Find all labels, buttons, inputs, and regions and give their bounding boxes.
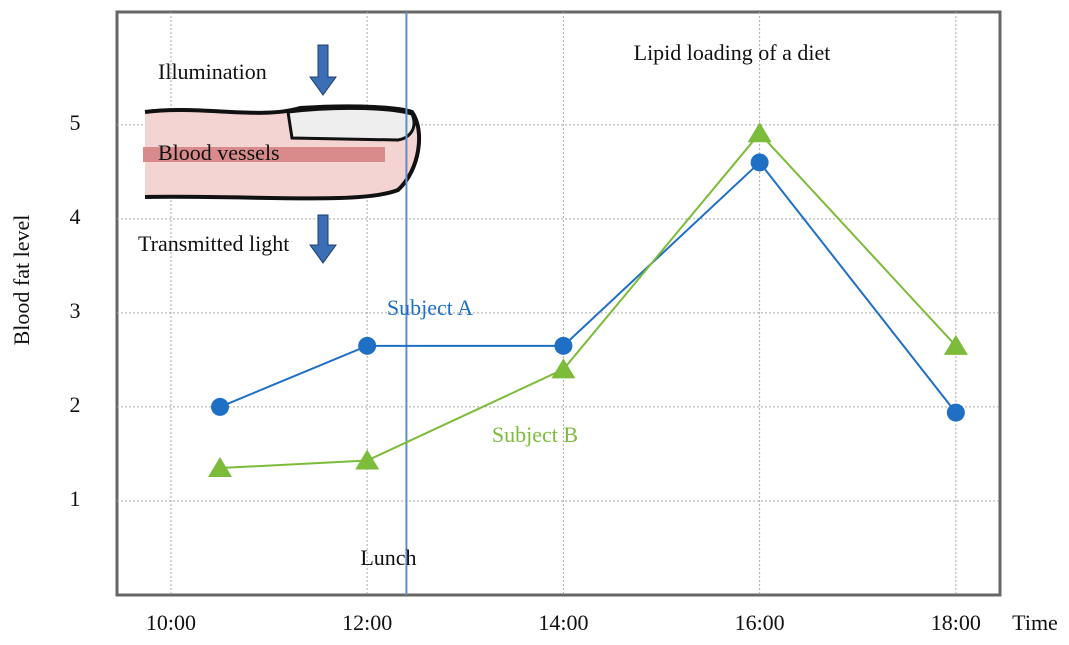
page: Lipid loading of a diet Blood fat level …	[0, 0, 1069, 645]
point	[358, 337, 376, 355]
x-tick-label: 12:00	[342, 610, 392, 635]
series-label: Subject A	[387, 295, 473, 320]
point	[211, 398, 229, 416]
series-label: Subject B	[492, 422, 578, 447]
chart: Lipid loading of a diet Blood fat level …	[0, 0, 1069, 640]
inset-label: Illumination	[158, 59, 267, 84]
y-tick-label: 4	[70, 204, 81, 229]
annotation: Lunch	[360, 545, 416, 570]
point	[554, 337, 572, 355]
point	[751, 153, 769, 171]
y-tick-label: 5	[70, 110, 81, 135]
inset-label: Blood vessels	[158, 140, 280, 165]
x-axis-label: Time	[1012, 610, 1058, 635]
y-axis-label: Blood fat level	[9, 215, 34, 346]
x-tick-label: 16:00	[735, 610, 785, 635]
inset-label: Transmitted light	[138, 231, 289, 256]
chart-title: Lipid loading of a diet	[634, 40, 831, 65]
plot-frame	[117, 12, 1000, 595]
nail	[288, 108, 414, 140]
x-tick-label: 10:00	[146, 610, 196, 635]
y-tick-label: 1	[70, 486, 81, 511]
point	[947, 404, 965, 422]
x-tick-label: 14:00	[538, 610, 588, 635]
y-tick-label: 3	[70, 298, 81, 323]
y-tick-label: 2	[70, 392, 81, 417]
x-tick-label: 18:00	[931, 610, 981, 635]
